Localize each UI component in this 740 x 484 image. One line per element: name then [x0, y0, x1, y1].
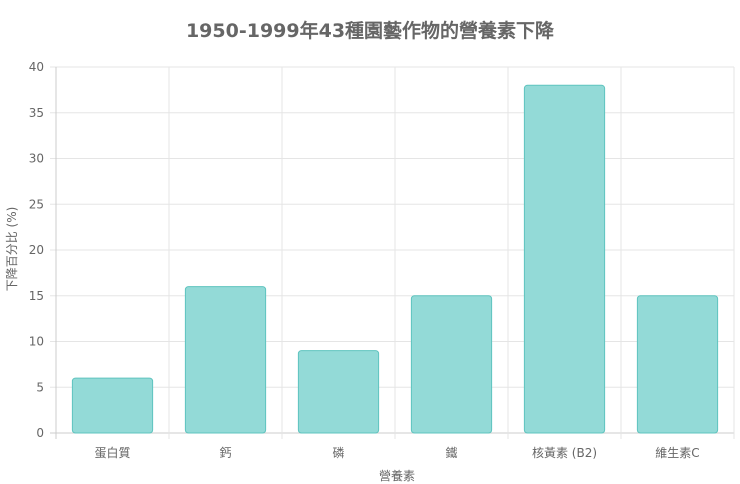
x-tick-label: 蛋白質 [94, 445, 130, 460]
y-tick-label: 15 [29, 289, 44, 303]
x-tick-label: 鈣 [219, 446, 231, 460]
x-tick-label: 鐵 [445, 445, 457, 460]
y-tick-label: 0 [36, 426, 44, 440]
y-tick-label: 20 [29, 243, 44, 257]
bar [297, 350, 380, 434]
y-tick-label: 25 [29, 197, 44, 211]
x-axis-label: 營養素 [379, 468, 415, 483]
y-axis-label: 下降百分比 (%) [5, 207, 19, 292]
x-tick-label: 維生素C [655, 446, 699, 460]
bar [71, 377, 154, 434]
bar [410, 295, 493, 434]
x-tick-label: 磷 [332, 445, 344, 460]
bar [184, 286, 267, 434]
y-tick-label: 5 [36, 380, 44, 394]
y-tick-label: 30 [29, 152, 44, 166]
bar-series [71, 84, 719, 434]
grid-lines [50, 66, 735, 439]
y-tick-label: 10 [29, 335, 44, 349]
x-tick-label: 核黃素 (B2) [532, 446, 597, 460]
x-axis-ticks: 蛋白質 鈣 磷 鐵 核黃素 (B2) 維生素C [94, 445, 699, 460]
bar [523, 84, 606, 434]
y-tick-label: 40 [29, 60, 44, 74]
chart-title: 1950-1999年43種園藝作物的營養素下降 [185, 20, 555, 42]
y-tick-label: 35 [29, 106, 44, 120]
bar [636, 295, 719, 434]
y-axis-ticks: 0 5 10 15 20 25 30 35 40 [29, 60, 44, 440]
